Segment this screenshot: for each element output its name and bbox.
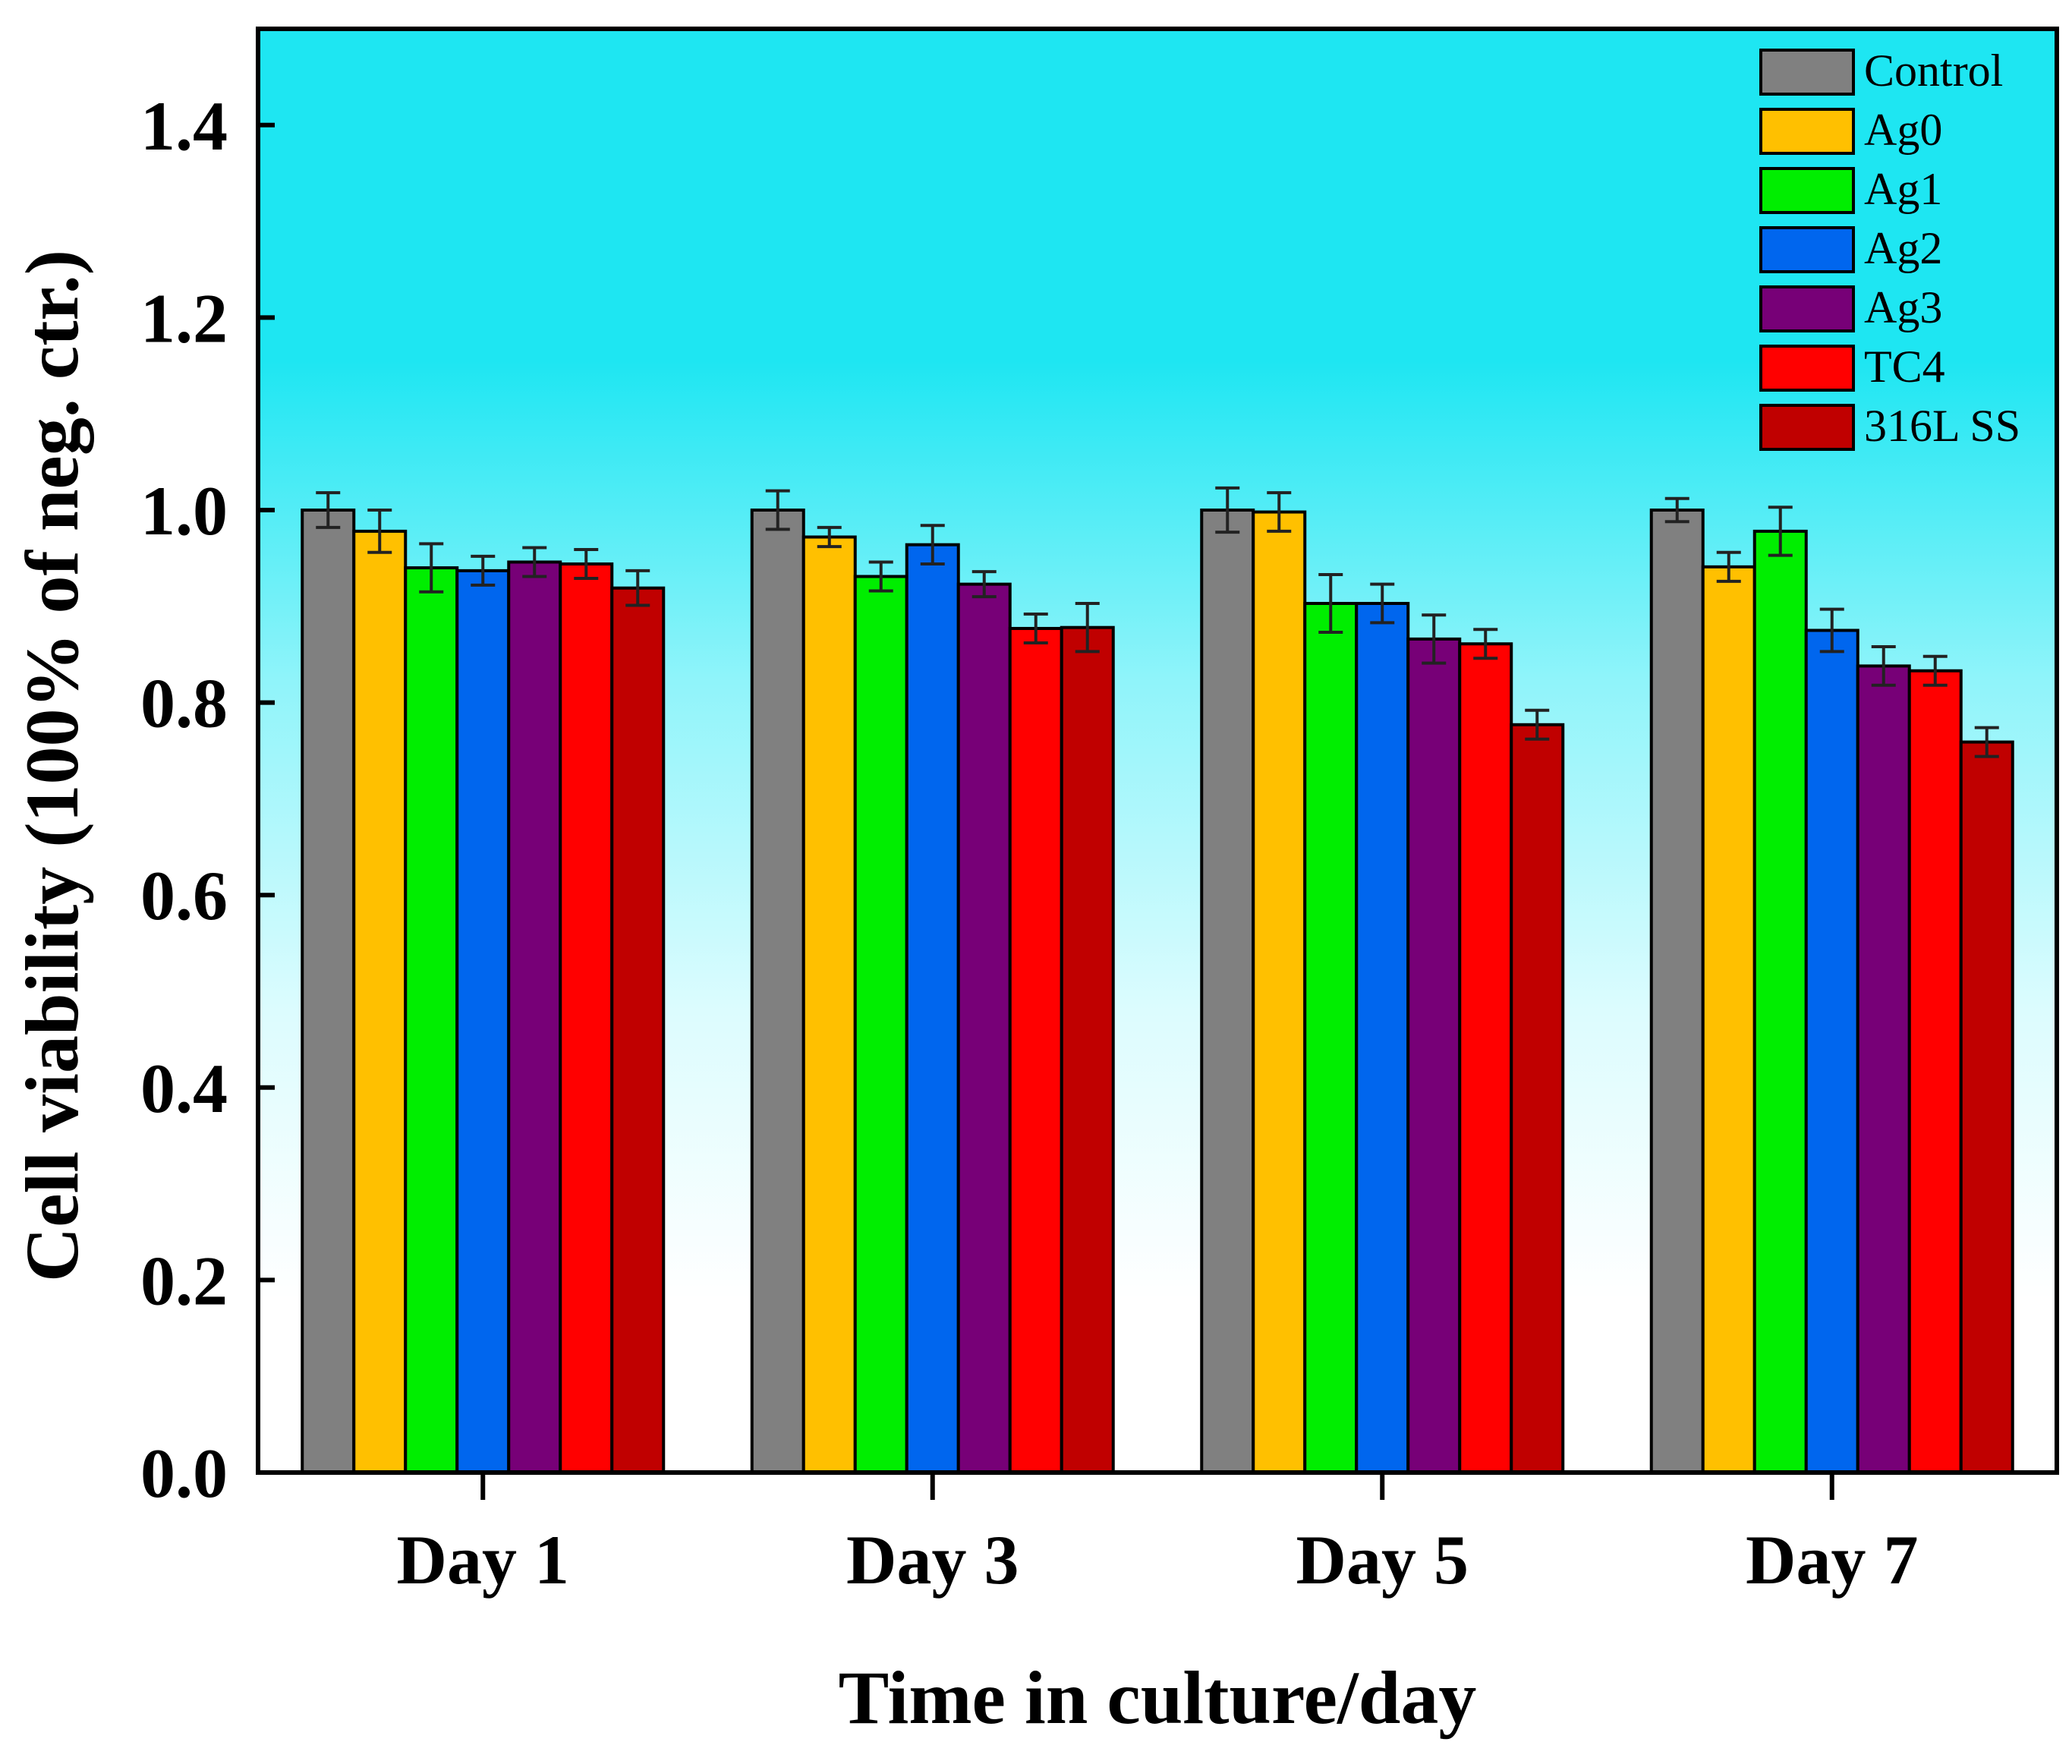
bar-ag1-day-5 [1303,601,1359,1474]
legend-swatch-control [1759,49,1855,96]
y-tick-label: 0.4 [140,1050,228,1127]
legend: Control Ag0 Ag1 Ag2 Ag3 TC4 316L SS [1759,46,2020,451]
bar-ag2-day-1 [455,569,511,1474]
error-bar [1023,612,1048,644]
bar-ag3-day-5 [1406,637,1462,1474]
x-category-label: Day 5 [1296,1521,1469,1599]
bar-ag2-day-3 [905,543,960,1475]
x-category-label: Day 3 [846,1521,1019,1599]
bar-ag3-day-1 [507,560,562,1474]
x-category-label: Day 1 [397,1521,569,1599]
legend-swatch-316l-ss [1759,404,1855,451]
error-bar [1716,550,1741,583]
error-bar [1370,582,1395,625]
legend-label: 316L SS [1864,401,2020,451]
legend-label: TC4 [1864,342,1945,392]
error-bar [419,542,444,594]
bar-tc4-day-1 [559,562,614,1474]
bars-layer [301,509,2014,1475]
bar-ag2-day-5 [1355,601,1410,1474]
error-bar [1768,506,1793,557]
y-tick-label: 0.8 [140,665,228,742]
y-axis: 0.0 0.2 0.4 0.6 0.8 1.0 1.2 1.4 [140,87,275,1512]
bar-ag1-day-1 [404,566,459,1475]
y-tick-label: 0.6 [140,857,228,934]
bar-ag0-day-7 [1701,565,1756,1474]
legend-label: Ag1 [1864,164,1942,214]
error-bar [1664,496,1689,524]
error-bar [1922,654,1948,687]
legend-swatch-ag1 [1759,167,1855,214]
legend-swatch-ag3 [1759,285,1855,332]
error-bar [1215,486,1240,534]
legend-swatch-tc4 [1759,345,1855,392]
y-tick-label: 1.0 [140,472,228,550]
bar-ag1-day-3 [853,575,908,1475]
bar-316l-ss-day-5 [1510,723,1565,1474]
legend-label: Ag3 [1864,282,1942,332]
bar-control-day-3 [750,509,805,1474]
error-bar [868,560,893,593]
error-bar [920,524,945,566]
bar-ag1-day-7 [1752,529,1808,1474]
bar-tc4-day-7 [1907,669,1963,1474]
error-bar [1974,726,1999,758]
error-bar [471,554,496,587]
error-bar [1422,613,1447,665]
error-bar [1819,607,1844,654]
bar-ag3-day-7 [1856,664,1911,1474]
bar-control-day-7 [1649,509,1705,1474]
bar-ag0-day-3 [801,535,857,1474]
x-axis: Day 1 Day 3 Day 5 Day 7 [397,1473,1918,1599]
error-bar [1318,572,1343,635]
error-bar [522,546,547,578]
legend-label: Ag0 [1864,105,1942,155]
bar-316l-ss-day-1 [610,586,666,1474]
error-bar [817,525,842,549]
error-bar [367,509,392,554]
bar-control-day-5 [1200,509,1255,1474]
error-bars-layer [316,486,1999,758]
bar-control-day-1 [301,509,356,1474]
legend-label: Ag2 [1864,223,1942,273]
error-bar [1075,601,1100,654]
error-bar [1871,645,1896,687]
legend-swatch-ag2 [1759,226,1855,273]
error-bar [574,547,599,581]
bar-tc4-day-3 [1008,626,1063,1474]
bar-316l-ss-day-7 [1959,740,2014,1474]
error-bar [1267,491,1292,533]
y-tick-label: 0.2 [140,1242,228,1319]
bar-tc4-day-5 [1458,642,1513,1475]
error-bar [1525,708,1550,741]
y-axis-title: Cell viability (100% of neg. ctr.) [10,250,94,1282]
error-bar [765,489,790,531]
bar-316l-ss-day-3 [1060,625,1115,1474]
legend-label: Control [1864,46,2003,96]
error-bar [625,569,650,607]
error-bar [316,491,341,529]
bar-ag0-day-5 [1252,510,1307,1474]
error-bar [971,570,997,599]
plot-frame [256,27,2059,1475]
bar-ag0-day-1 [352,529,408,1474]
legend-swatch-ag0 [1759,108,1855,155]
y-tick-label: 1.2 [140,279,228,357]
error-bar [1473,628,1498,660]
bar-ag3-day-3 [956,582,1012,1474]
y-tick-label: 0.0 [140,1435,228,1512]
bar-ag2-day-7 [1804,628,1859,1474]
x-axis-title: Time in culture/day [839,1655,1477,1740]
y-tick-label: 1.4 [140,87,228,165]
x-category-label: Day 7 [1746,1521,1918,1599]
